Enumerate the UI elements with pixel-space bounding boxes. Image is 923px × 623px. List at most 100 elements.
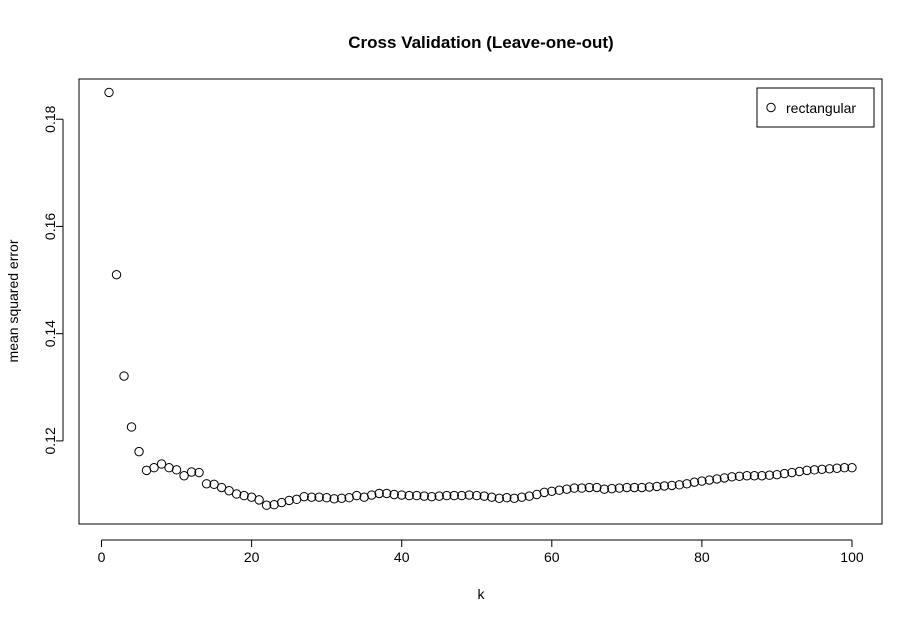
data-point — [704, 475, 715, 485]
y-tick-label: 0.14 — [42, 320, 58, 347]
legend-box — [756, 87, 875, 128]
y-axis: 0.12 0.14 0.16 0.18 — [42, 105, 64, 455]
data-point — [119, 371, 129, 381]
data-point — [824, 464, 835, 474]
data-point — [261, 500, 272, 510]
data-point — [134, 446, 144, 457]
data-point — [434, 491, 444, 501]
data-point — [697, 476, 707, 486]
data-point — [487, 492, 497, 502]
data-point — [457, 490, 467, 501]
data-point — [727, 472, 737, 482]
x-axis-label: k — [478, 586, 486, 602]
data-point — [389, 489, 399, 500]
data-point — [757, 471, 767, 481]
data-point — [599, 484, 610, 494]
legend-label-rectangular: rectangular — [786, 100, 856, 116]
data-point — [659, 481, 670, 491]
data-point — [171, 465, 182, 475]
data-point — [524, 491, 534, 501]
data-point — [366, 490, 377, 500]
chart-title: Cross Validation (Leave-one-out) — [348, 33, 613, 52]
data-point — [779, 468, 790, 479]
data-point — [412, 490, 422, 501]
x-tick-label: 80 — [694, 549, 710, 565]
data-point — [111, 269, 122, 280]
data-point — [517, 492, 527, 502]
data-point — [689, 477, 700, 487]
data-point — [502, 493, 512, 503]
data-points — [104, 87, 857, 510]
data-point — [569, 483, 580, 493]
data-point — [847, 463, 857, 473]
data-point — [472, 490, 482, 501]
data-point — [577, 483, 587, 493]
y-tick-label: 0.18 — [42, 105, 58, 132]
data-point — [231, 489, 242, 499]
data-point — [809, 465, 820, 475]
data-point — [254, 495, 264, 505]
data-point — [381, 488, 392, 499]
x-tick-label: 20 — [244, 549, 260, 565]
data-point — [787, 467, 797, 478]
data-point — [637, 482, 647, 493]
y-axis-label: mean squared error — [5, 239, 21, 362]
data-point — [464, 490, 474, 500]
data-point — [644, 482, 655, 492]
data-point — [652, 481, 662, 492]
x-tick-label: 0 — [98, 549, 106, 565]
y-tick-label: 0.16 — [42, 213, 58, 240]
data-point — [126, 422, 137, 432]
data-point — [494, 493, 504, 503]
data-point — [592, 482, 602, 493]
data-point — [832, 463, 842, 473]
data-point — [719, 473, 730, 483]
data-point — [351, 490, 362, 501]
data-point — [509, 493, 519, 503]
data-point — [149, 463, 159, 473]
data-point — [584, 482, 595, 493]
data-point — [547, 486, 557, 496]
data-point — [539, 487, 549, 498]
x-axis: 0 20 40 60 80 100 — [98, 539, 864, 565]
data-point — [321, 493, 332, 503]
legend: rectangular — [756, 87, 875, 128]
data-point — [562, 484, 572, 494]
data-point — [306, 492, 317, 502]
data-point — [622, 482, 632, 493]
data-point — [764, 470, 775, 480]
data-point — [554, 485, 564, 495]
data-point — [239, 490, 249, 501]
data-point — [749, 471, 760, 481]
data-point — [839, 463, 850, 473]
data-point — [284, 495, 294, 506]
data-point — [794, 466, 805, 477]
data-point — [817, 464, 827, 475]
legend-marker-rectangular — [766, 102, 776, 113]
data-point — [156, 459, 167, 469]
data-point — [104, 87, 114, 98]
data-point — [479, 491, 489, 501]
data-point — [397, 490, 407, 500]
data-point — [614, 483, 625, 493]
data-point — [667, 480, 677, 491]
data-point — [329, 494, 339, 504]
data-point — [314, 492, 324, 502]
data-point — [674, 480, 685, 490]
data-point — [201, 479, 212, 489]
data-point — [734, 471, 745, 481]
data-point — [404, 490, 414, 501]
y-tick-label: 0.12 — [42, 427, 58, 454]
data-point — [374, 488, 384, 499]
x-tick-label: 100 — [840, 549, 864, 565]
data-point — [802, 465, 812, 476]
data-point — [427, 491, 437, 502]
data-point — [186, 467, 197, 477]
plot-frame — [78, 78, 883, 525]
data-point — [772, 469, 782, 480]
x-tick-label: 60 — [544, 549, 560, 565]
data-point — [682, 479, 692, 489]
data-point — [419, 491, 429, 501]
data-point — [336, 493, 347, 503]
